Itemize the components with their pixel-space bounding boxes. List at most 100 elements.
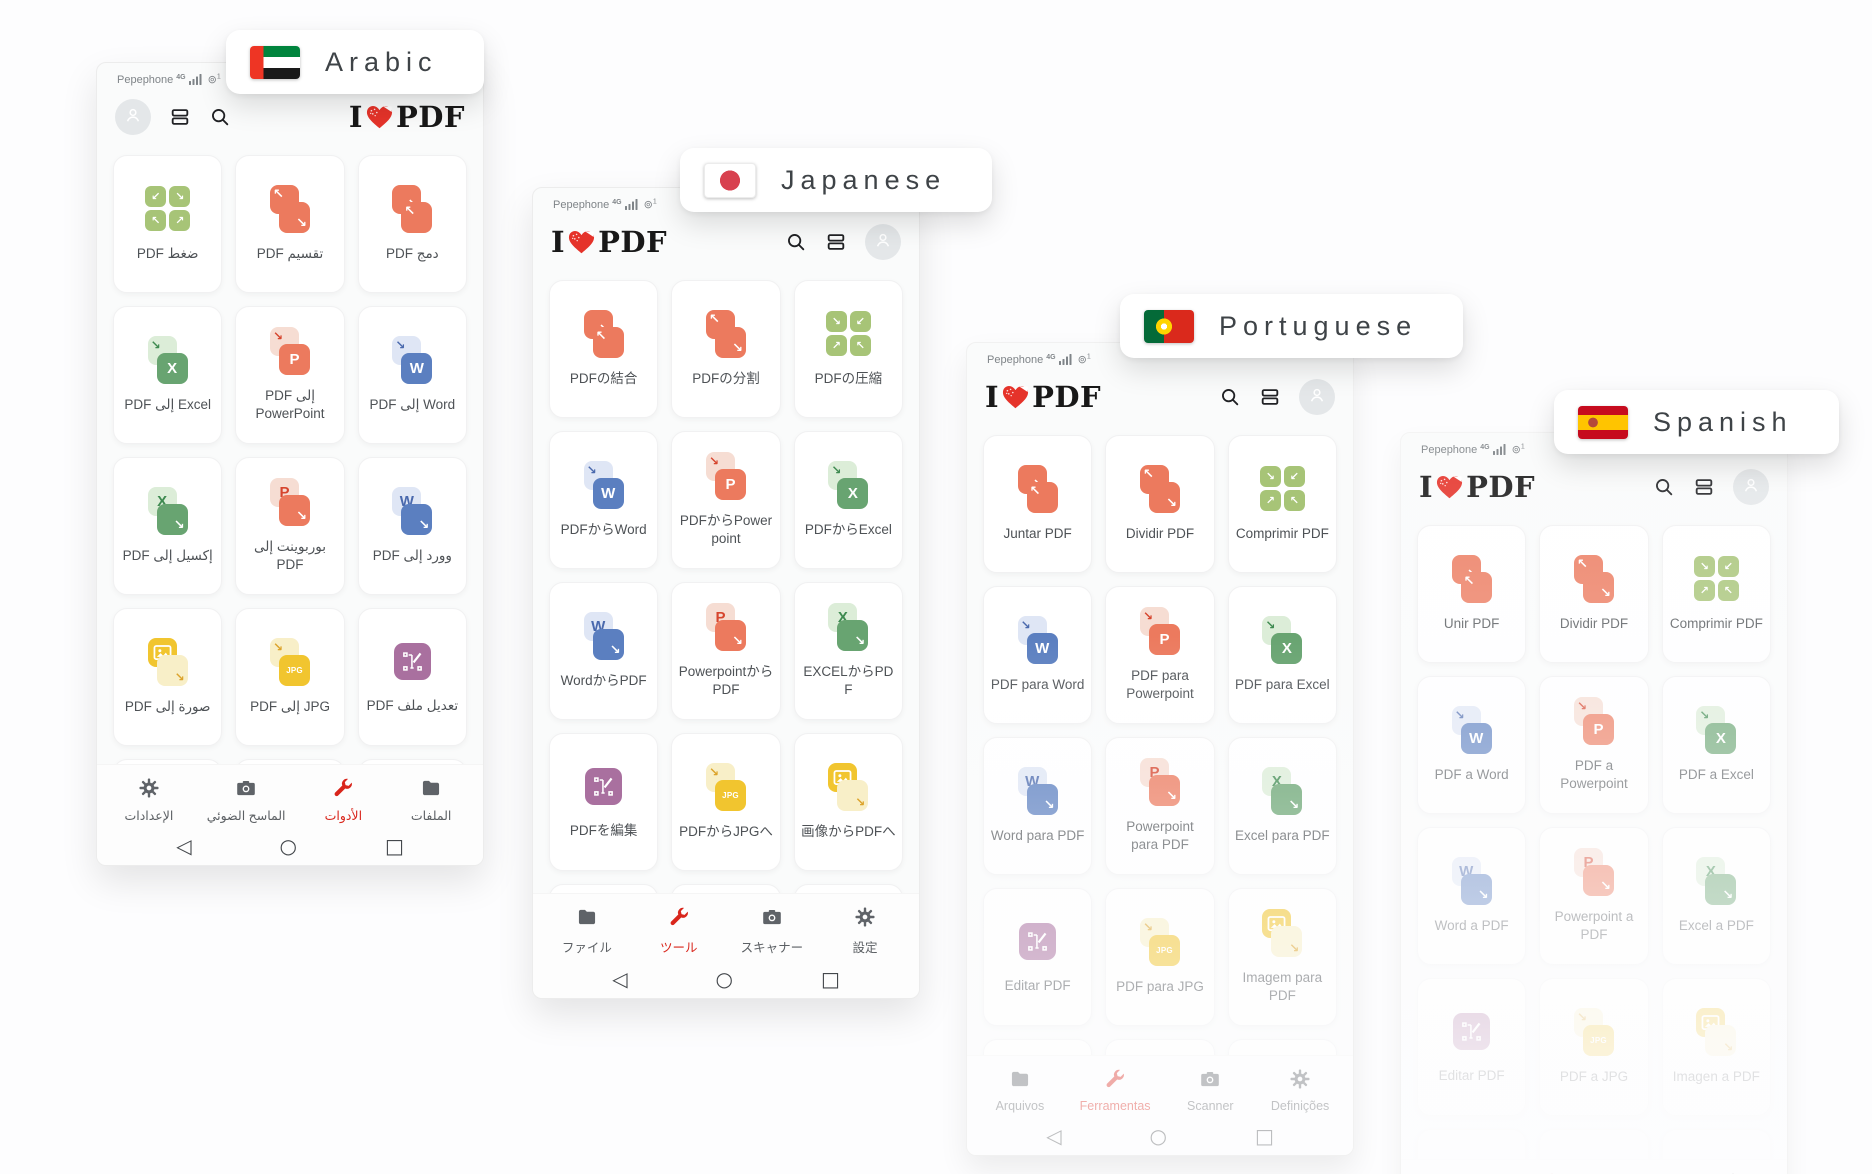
tool-card-pdf-to-powerpoint[interactable]: ↘ P PDF para Powerpoint (1105, 586, 1215, 724)
tool-card-powerpoint-to-pdf[interactable]: P ↘ بوربوينت إلى PDF (235, 457, 345, 595)
nav-item-folder[interactable]: الملفات (401, 777, 461, 823)
tool-card-excel-to-pdf[interactable]: X ↘ EXCELからPDF (793, 582, 903, 720)
tool-card-merge[interactable]: ↘ ↖ Juntar PDF (983, 435, 1093, 573)
tool-card-powerpoint-to-pdf[interactable]: P ↘ PowerpointからPDF (671, 582, 781, 720)
nav-item-wrench[interactable]: Ferramentas (1080, 1068, 1151, 1113)
tool-card-pdf-to-word[interactable]: ↘ W PDF a Word (1417, 676, 1527, 814)
tool-card-pdf-to-excel[interactable]: ↘ X PDFからExcel (793, 431, 903, 569)
tool-card-pdf-to-jpg[interactable]: ↘ JPG PDFからJPGへ (671, 733, 781, 871)
tool-card-powerpoint-to-pdf[interactable]: P ↘ Powerpoint a PDF (1539, 827, 1649, 965)
tool-card-image-to-pdf[interactable]: ↘ Imagem para PDF (1227, 888, 1337, 1026)
tool-card-pdf-to-word[interactable]: ↘ W PDF para Word (983, 586, 1093, 724)
tool-card-pdf-to-powerpoint[interactable]: ↘ P PDFからPowerpoint (671, 431, 781, 569)
tool-card-compress[interactable]: ↘ ↙ ↗ ↖ Comprimir PDF (1227, 435, 1337, 573)
tool-card-excel-to-pdf[interactable]: X ↘ Excel a PDF (1661, 827, 1771, 965)
tool-card-merge[interactable]: ↘ ↖ Unir PDF (1417, 525, 1527, 663)
nav-item-camera[interactable]: الماسح الضوئي (207, 777, 286, 823)
tool-card-pdf-to-excel[interactable]: ↘ X PDF a Excel (1661, 676, 1771, 814)
search-icon[interactable] (1219, 386, 1241, 408)
tool-card-merge[interactable]: ↘ ↖ دمج PDF (357, 155, 467, 293)
tool-card-image-to-pdf[interactable]: ↘ صورة إلى PDF (113, 608, 223, 746)
search-icon[interactable] (785, 231, 807, 253)
nav-item-wrench[interactable]: ツール (649, 906, 709, 956)
app-header: I PDF (533, 211, 919, 260)
tool-card-pdf-to-excel[interactable]: ↘ X PDF إلى Excel (113, 306, 223, 444)
tool-card-word-to-pdf[interactable]: W ↘ وورد إلى PDF (357, 457, 467, 595)
tool-label: Comprimir PDF (1235, 526, 1329, 542)
tool-card-edit-pdf[interactable]: Editar PDF (983, 888, 1093, 1026)
android-recents-button[interactable]: □ (1254, 1124, 1274, 1148)
nav-item-camera[interactable]: スキャナー (741, 906, 803, 956)
android-recents-button[interactable]: □ (384, 834, 404, 858)
tool-card-compress[interactable]: ↘ ↙ ↗ ↖ Comprimir PDF (1661, 525, 1771, 663)
list-view-icon[interactable] (1259, 386, 1281, 408)
nav-item-label: الملفات (410, 809, 452, 823)
avatar[interactable] (865, 224, 901, 260)
tool-label: EXCELからPDF (803, 663, 894, 697)
tool-card-pdf-to-jpg[interactable]: ↘ JPG PDF a JPG (1539, 978, 1649, 1116)
android-recents-button[interactable]: □ (820, 967, 840, 991)
tool-card-pdf-to-word[interactable]: ↘ W PDF إلى Word (357, 306, 467, 444)
tool-card-pdf-to-jpg[interactable]: ↘ JPG PDF إلى JPG (235, 608, 345, 746)
pdf-to-powerpoint-icon: ↘ P (1569, 696, 1619, 745)
avatar[interactable] (115, 99, 151, 135)
tool-card-image-to-pdf[interactable]: ↘ 画像からPDFへ (793, 733, 903, 871)
tool-card-edit-pdf[interactable]: PDFを編集 (549, 733, 659, 871)
android-back-button[interactable]: ◁ (1046, 1124, 1062, 1148)
tool-card-word-to-pdf[interactable]: W ↘ Word para PDF (983, 737, 1093, 875)
tool-card-split[interactable]: ↖ ↘ تقسيم PDF (235, 155, 345, 293)
tool-card-word-to-pdf[interactable]: W ↘ WordからPDF (549, 582, 659, 720)
tool-card-pdf-to-word[interactable]: ↘ W PDFからWord (549, 431, 659, 569)
phone-arabic: Pepephone 4G ⊚1 I PDF ↘ ↖ دمج PDF ↖ (96, 62, 484, 866)
search-icon[interactable] (1653, 476, 1675, 498)
tool-card-merge[interactable]: ↘ ↖ PDFの結合 (549, 280, 659, 418)
tool-card-excel-to-pdf[interactable]: X ↘ إكسيل إلى PDF (113, 457, 223, 595)
android-home-button[interactable]: ○ (1149, 1124, 1167, 1148)
nav-row: ファイル ツール スキャナー 設定 (541, 906, 911, 956)
nav-item-label: Definições (1270, 1099, 1330, 1113)
tool-card-split[interactable]: ↖ ↘ Dividir PDF (1105, 435, 1215, 573)
tool-card-compress[interactable]: ↘ ↙ ↗ ↖ PDFの圧縮 (793, 280, 903, 418)
nav-item-folder[interactable]: Arquivos (990, 1068, 1050, 1113)
tool-card-split[interactable]: ↖ ↘ PDFの分割 (671, 280, 781, 418)
language-badge-label: Arabic (325, 46, 438, 77)
pdf-to-word-icon: ↘ W (1447, 705, 1497, 754)
logo-right: PDF (1466, 470, 1536, 504)
tool-card-pdf-to-powerpoint[interactable]: ↘ P PDF إلى PowerPoint (235, 306, 345, 444)
tool-card-word-to-pdf[interactable]: W ↘ Word a PDF (1417, 827, 1527, 965)
camera-icon (1199, 1068, 1221, 1093)
tool-label: PDF a Powerpoint (1560, 757, 1628, 791)
list-view-icon[interactable] (825, 231, 847, 253)
avatar[interactable] (1733, 469, 1769, 505)
list-view-icon[interactable] (1693, 476, 1715, 498)
nav-item-wrench[interactable]: الأدوات (313, 777, 373, 823)
tool-card-excel-to-pdf[interactable]: X ↘ Excel para PDF (1227, 737, 1337, 875)
nav-item-gear[interactable]: الإعدادات (119, 777, 179, 823)
tool-card-edit-pdf[interactable]: تعديل ملف PDF (357, 608, 467, 746)
nav-item-gear[interactable]: 設定 (835, 906, 895, 956)
network-label: 4G (1046, 354, 1056, 361)
tool-card-pdf-to-jpg[interactable]: ↘ JPG PDF para JPG (1105, 888, 1215, 1026)
nav-item-folder[interactable]: ファイル (557, 906, 617, 956)
spain-flag-icon (1578, 405, 1628, 439)
android-home-button[interactable]: ○ (715, 967, 733, 991)
avatar[interactable] (1299, 379, 1335, 415)
nav-item-label: Scanner (1187, 1099, 1234, 1113)
tool-card-powerpoint-to-pdf[interactable]: P ↘ Powerpoint para PDF (1105, 737, 1215, 875)
tool-card-pdf-to-excel[interactable]: ↘ X PDF para Excel (1227, 586, 1337, 724)
pdf-to-jpg-icon: ↘ JPG (265, 637, 315, 686)
tool-card-pdf-to-powerpoint[interactable]: ↘ P PDF a Powerpoint (1539, 676, 1649, 814)
android-back-button[interactable]: ◁ (612, 967, 628, 991)
android-home-button[interactable]: ○ (279, 834, 297, 858)
tool-card-edit-pdf[interactable]: Editar PDF (1417, 978, 1527, 1116)
search-icon[interactable] (209, 106, 231, 128)
tool-card-split[interactable]: ↖ ↘ Dividir PDF (1539, 525, 1649, 663)
nav-item-gear[interactable]: Definições (1270, 1068, 1330, 1113)
gear-icon (138, 777, 160, 802)
tool-card-compress[interactable]: ↘ ↙ ↗ ↖ ضغط PDF (113, 155, 223, 293)
tool-card-image-to-pdf[interactable]: ↘ Imagen a PDF (1661, 978, 1771, 1116)
android-back-button[interactable]: ◁ (176, 834, 192, 858)
tool-label: صورة إلى PDF (124, 698, 211, 714)
nav-item-camera[interactable]: Scanner (1180, 1068, 1240, 1113)
list-view-icon[interactable] (169, 106, 191, 128)
